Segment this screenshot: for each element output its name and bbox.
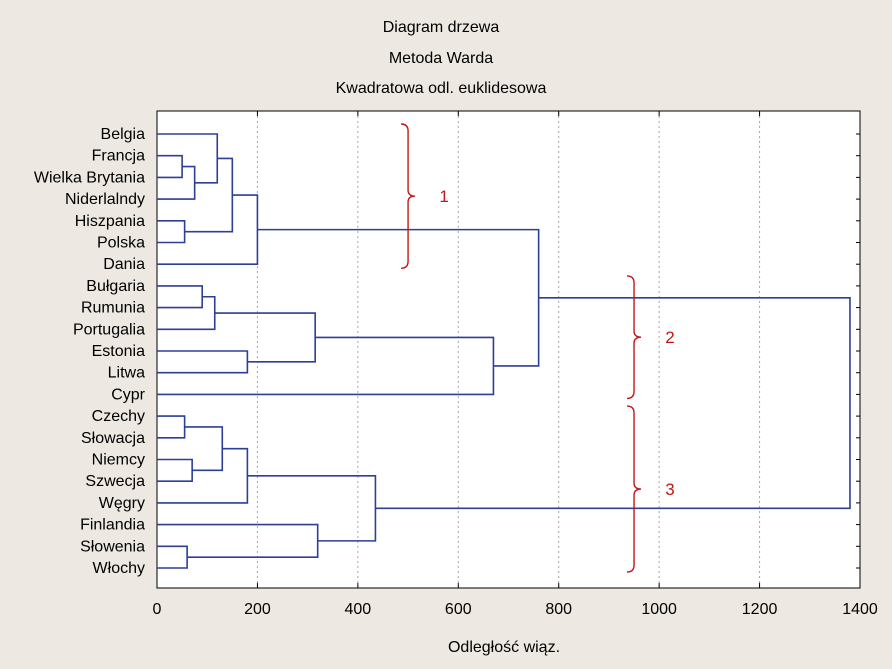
leaf-label: Polska [97,235,145,252]
x-tick-labels: 0 200 400 600 800 1000 1200 1400 [153,601,878,618]
leaf-label: Cypr [111,386,145,403]
cluster-label: 2 [665,328,674,347]
cluster-brace [401,123,416,269]
x-tick-label: 200 [244,601,271,618]
x-tick-label: 800 [545,601,572,618]
leaf-label: Niderlalndy [65,191,145,208]
dendrogram-link [375,296,851,510]
leaf-label: Słowenia [80,538,145,555]
leaf-label: Estonia [92,343,145,360]
dendrogram-link [184,157,234,233]
leaf-label: Litwa [108,365,145,382]
leaf-label: Włochy [93,560,145,577]
leaf-label: Słowacja [81,430,145,447]
leaf-label: Belgia [101,126,146,143]
leaf-label: Francja [92,148,145,165]
leaf-label: Węgry [99,495,145,512]
chart-subtitle-distance: Kwadratowa odl. euklidesowa [336,80,547,97]
x-tick-label: 1000 [641,601,677,618]
x-tick-label: 1200 [742,601,778,618]
x-tick-label: 400 [345,601,372,618]
leaf-label: Finlandia [80,517,145,534]
leaf-label: Rumunia [81,300,145,317]
cluster-label: 1 [439,187,448,206]
leaf-label: Dania [103,256,145,273]
chart-titles: Diagram drzewa Metoda Warda Kwadratowa o… [336,19,547,97]
dendrogram-link [247,474,377,542]
plot-area [156,110,861,589]
leaf-label: Bułgaria [86,278,145,295]
chart-title: Diagram drzewa [383,19,500,36]
x-tick-label: 0 [153,601,162,618]
dendrogram-link [157,133,219,184]
leaf-labels: Belgia Francja Wielka Brytania Niderlalndy H… [34,126,146,577]
x-tick-label: 1400 [842,601,878,618]
dendrogram-links [157,133,851,569]
leaf-label: Hiszpania [75,213,145,230]
leaf-label: Wielka Brytania [34,169,145,186]
dendrogram-link [157,154,183,179]
leaf-label: Czechy [92,408,145,425]
leaf-label: Niemcy [92,452,145,469]
chart-subtitle-method: Metoda Warda [389,50,493,67]
leaf-label: Szwecja [85,473,145,490]
x-axis-label: Odległość wiąz. [448,639,560,656]
x-tick-label: 600 [445,601,472,618]
dendrogram-link [157,295,216,331]
leaf-label: Portugalia [73,321,145,338]
cluster-label: 3 [665,480,674,499]
